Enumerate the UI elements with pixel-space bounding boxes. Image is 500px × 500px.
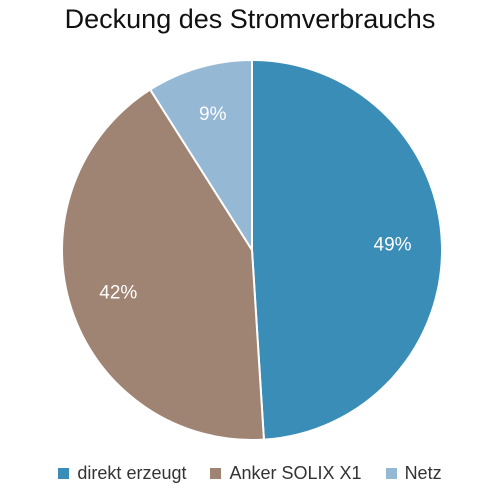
chart-title: Deckung des Stromverbrauchs bbox=[64, 4, 436, 34]
legend-item-netz: Netz bbox=[385, 463, 442, 484]
legend-swatch bbox=[58, 468, 70, 479]
legend-item-direkt-erzeugt: direkt erzeugt bbox=[58, 463, 186, 484]
legend-label: direkt erzeugt bbox=[77, 463, 187, 483]
pie-slice-direkt-erzeugt bbox=[251, 58, 443, 441]
legend-swatch bbox=[385, 468, 397, 479]
data-label: 42% bbox=[99, 282, 137, 303]
pie-labels: 49% 42% 9% bbox=[99, 104, 411, 303]
legend-item-anker-solix-x1: Anker SOLIX X1 bbox=[210, 463, 362, 484]
data-label: 9% bbox=[199, 104, 227, 125]
legend-swatch bbox=[210, 468, 222, 479]
data-label: 49% bbox=[374, 235, 412, 256]
pie-slices bbox=[61, 58, 443, 441]
legend: direkt erzeugt Anker SOLIX X1 Netz bbox=[0, 463, 500, 484]
legend-label: Netz bbox=[404, 463, 442, 483]
legend-label: Anker SOLIX X1 bbox=[229, 463, 362, 483]
pie-slice-anker-solix-x1 bbox=[61, 88, 265, 441]
pie-slice-netz bbox=[148, 58, 253, 254]
